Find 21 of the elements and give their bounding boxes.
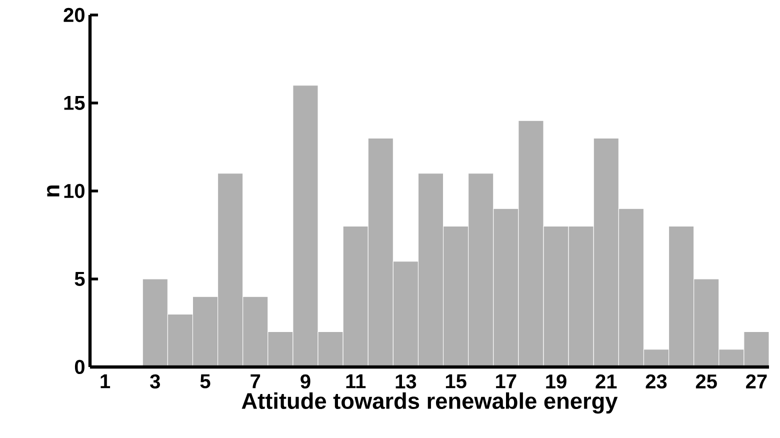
x-tick-label: 7 xyxy=(250,374,260,388)
x-tick-label: 19 xyxy=(546,374,566,389)
x-axis-title: Attitude towards renewable energy xyxy=(242,392,618,414)
x-tick-label: 17 xyxy=(496,374,516,388)
y-tick-label: 10 xyxy=(64,184,84,198)
x-tick-label: 11 xyxy=(346,374,366,388)
x-tick-label: 23 xyxy=(646,374,667,389)
x-tick-label: 1 xyxy=(100,374,110,388)
x-tick-label: 13 xyxy=(396,374,416,389)
x-tick-label: 3 xyxy=(150,374,160,389)
x-tick-label: 15 xyxy=(446,374,466,388)
x-tick-label: 25 xyxy=(696,374,717,389)
y-tick-label: 0 xyxy=(74,360,84,374)
x-tick-label: 5 xyxy=(200,374,210,388)
x-tick-label: 9 xyxy=(300,374,310,389)
x-tick-label: 21 xyxy=(596,374,617,388)
y-tick-label: 5 xyxy=(74,272,85,286)
y-tick-label: 15 xyxy=(64,96,85,110)
y-axis-title: n xyxy=(47,185,60,196)
y-tick-label: 20 xyxy=(64,8,84,22)
x-tick-label: 27 xyxy=(746,374,767,388)
